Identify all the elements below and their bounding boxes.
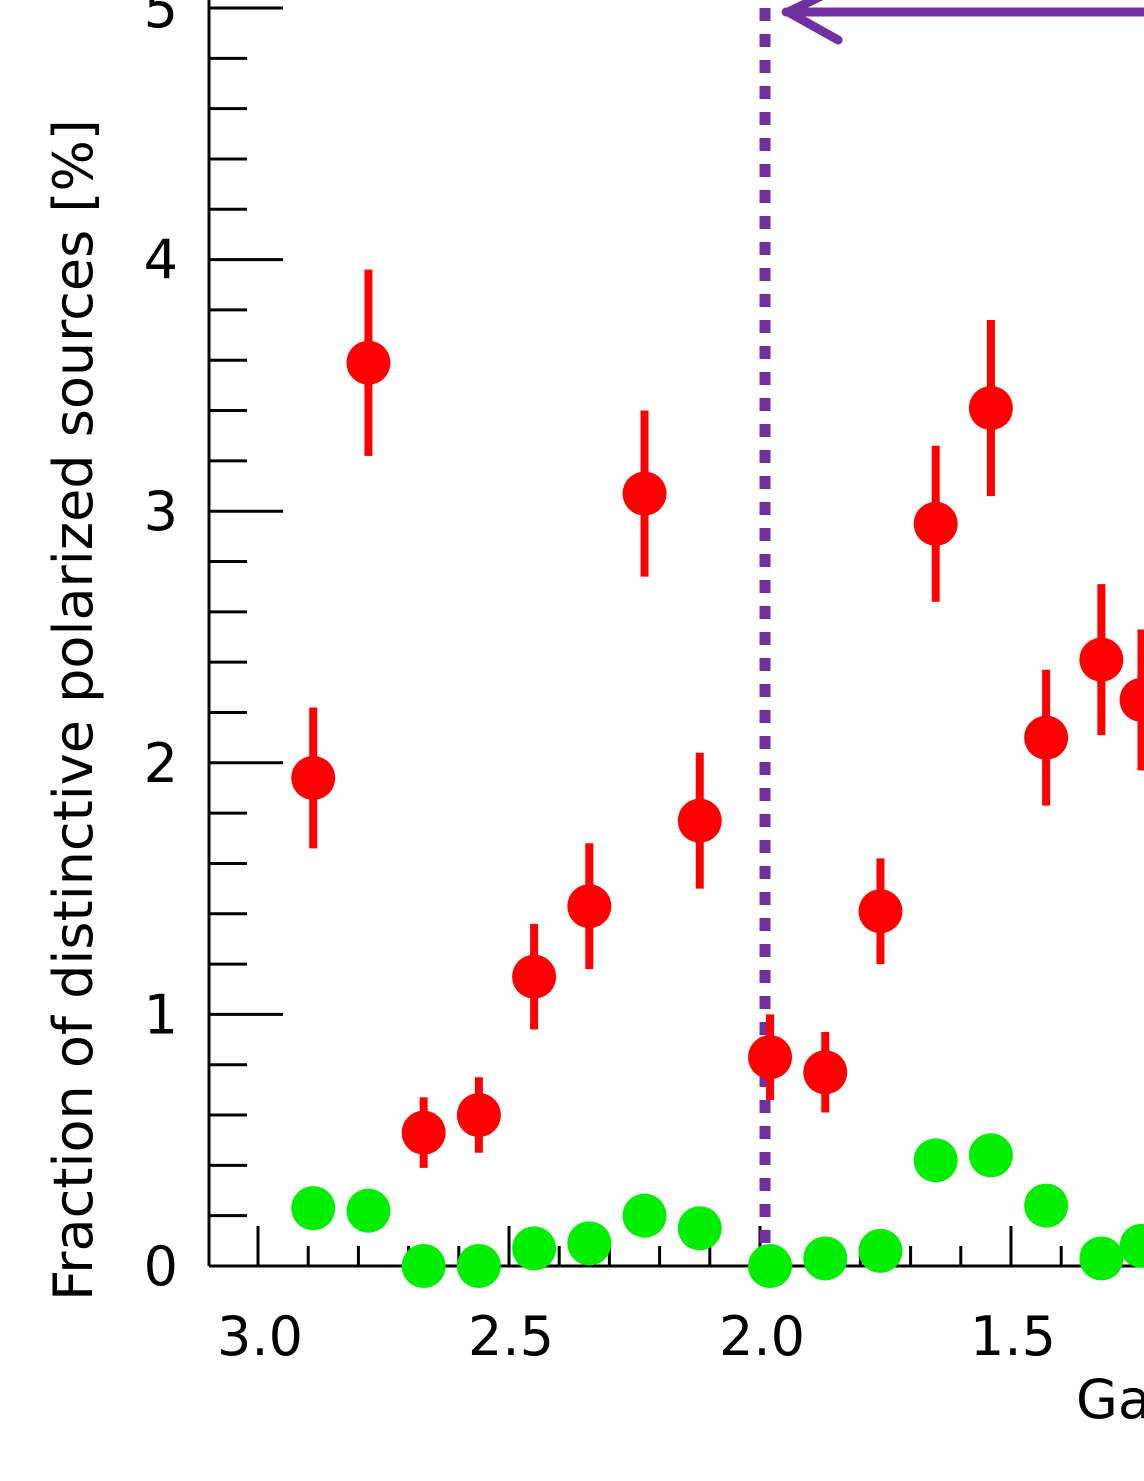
data-point <box>291 1186 336 1231</box>
data-point <box>677 1206 722 1251</box>
data-point <box>748 1244 793 1288</box>
data-point <box>1024 715 1069 760</box>
data-point <box>677 798 722 843</box>
data-point <box>401 1244 446 1288</box>
data-point <box>1079 637 1124 682</box>
data-point <box>1119 1223 1144 1268</box>
data-point <box>456 1093 501 1138</box>
data-point <box>858 889 903 934</box>
data-point <box>622 471 667 516</box>
data-point <box>567 884 612 929</box>
y-tick-label: 0 <box>144 1235 178 1298</box>
x-axis-title: Ga <box>1076 1368 1144 1431</box>
data-point <box>512 1226 557 1271</box>
data-point <box>1119 677 1144 722</box>
data-point <box>803 1050 848 1095</box>
x-tick-label: 2.5 <box>468 1305 554 1368</box>
data-point <box>1079 1236 1124 1281</box>
data-point <box>567 1221 612 1266</box>
y-axis-title: Fraction of distinctive polarized source… <box>42 119 105 1301</box>
y-tick-label: 3 <box>144 480 178 543</box>
data-point <box>858 1228 903 1273</box>
data-point <box>968 386 1013 431</box>
data-point <box>346 1188 391 1233</box>
data-point <box>913 1138 958 1183</box>
data-point <box>748 1035 793 1080</box>
data-point <box>1024 1183 1069 1228</box>
y-tick-label: 2 <box>144 732 178 795</box>
y-tick-label: 1 <box>144 983 178 1046</box>
data-point <box>913 501 958 546</box>
data-point <box>346 340 391 385</box>
data-point <box>622 1193 667 1238</box>
data-point <box>401 1110 446 1155</box>
data-point <box>803 1236 848 1281</box>
data-point <box>456 1244 501 1288</box>
x-tick-label: 2.0 <box>719 1305 805 1368</box>
data-points <box>291 269 1144 1288</box>
green-series <box>291 1133 1144 1288</box>
y-tick-label: 5 <box>144 0 178 40</box>
axes: 0 1 2 3 4 5 3.0 2.5 2.0 1.5 <box>144 0 1144 1368</box>
data-point <box>968 1133 1013 1178</box>
x-tick-label: 3.0 <box>217 1305 303 1368</box>
y-tick-label: 4 <box>144 229 178 292</box>
data-point <box>291 755 336 800</box>
x-tick-label: 1.5 <box>970 1305 1056 1368</box>
red-series <box>291 269 1144 1168</box>
arrow-head <box>783 0 843 45</box>
data-point <box>512 954 557 999</box>
